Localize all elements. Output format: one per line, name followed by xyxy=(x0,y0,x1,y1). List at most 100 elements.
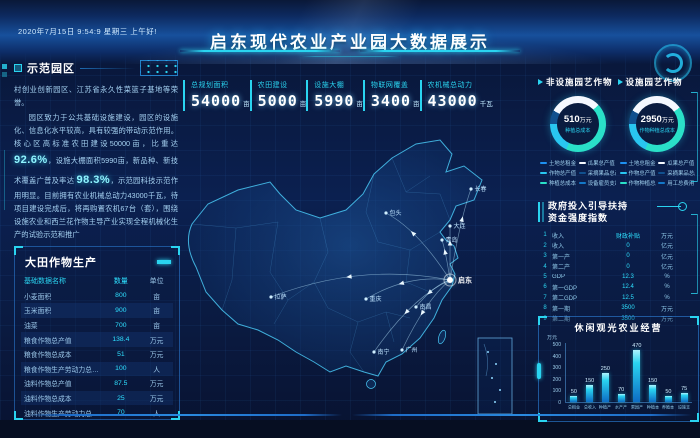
bar-rect xyxy=(649,384,657,402)
arrow-icon xyxy=(346,274,352,279)
china-map[interactable]: 长春包头大连青岛拉萨 重庆南昌南宁 广州 启东 xyxy=(178,132,530,430)
legend-swatch-icon xyxy=(658,161,666,165)
bar-rect xyxy=(617,393,625,402)
flight-arc xyxy=(385,212,451,281)
bar-value-label: 150 xyxy=(585,377,595,384)
flight-arc xyxy=(449,188,472,281)
panel-field-crops: 大田作物生产 基础数据名称 数量 单位 小麦面积 800 亩玉米面积 900 亩油菜 70… xyxy=(14,246,180,420)
bar[interactable]: 70 水产产 xyxy=(615,343,627,410)
flight-routes xyxy=(270,188,472,353)
flight-arc xyxy=(441,239,451,281)
x-tick-label: 设施支 xyxy=(677,405,691,411)
city-marker[interactable]: 重庆 xyxy=(364,295,382,303)
bar-rect xyxy=(664,396,672,402)
y-tick-label: 0 xyxy=(558,400,561,406)
bar-value-label: 70 xyxy=(618,386,625,393)
field-crops-tbody: 小麦面积 800 亩玉米面积 900 亩油菜 700 亩粮食作物总产值 138.4 万元 粮食作物… xyxy=(21,289,173,420)
city-label: 南宁 xyxy=(378,348,390,356)
table-header-row: 基础数据名称 数量 单位 xyxy=(24,278,164,286)
line-circle-decoration-icon xyxy=(657,202,691,211)
city-label: 重庆 xyxy=(370,295,382,303)
bars-container: 50 总租金 150 总收入 250 种植产 70 水产产 470 果园产 150 种植本 50 养殖本 7… xyxy=(566,343,692,411)
title-trail-line xyxy=(80,67,135,69)
bar[interactable]: 50 总租金 xyxy=(568,343,580,410)
city-marker[interactable]: 广州 xyxy=(400,346,418,354)
city-marker[interactable]: 拉萨 xyxy=(269,293,287,301)
flight-arc xyxy=(365,278,451,300)
mainland-outline xyxy=(188,139,483,389)
taiwan-island xyxy=(437,329,447,345)
edge-square-icon xyxy=(2,72,7,77)
gov-table-row: 7 第二GDP 12.5% xyxy=(543,294,670,303)
table-row: 小麦面积 800 亩 xyxy=(24,292,160,301)
legend-non-facility: 土地总租金瓜果总产值作物总产值采摘果品总产值种植总成本设备雇员支出 xyxy=(538,159,618,187)
city-dot-icon xyxy=(448,224,452,228)
legend-item: 土地总租金 xyxy=(540,159,577,167)
legend-swatch-icon xyxy=(540,181,547,185)
arrow-icon xyxy=(459,216,464,223)
bar[interactable]: 50 养殖本 xyxy=(662,343,674,410)
city-marker[interactable]: 长春 xyxy=(469,185,487,193)
legend-swatch-icon xyxy=(658,181,666,185)
gov-table: 1 收入 财政补贴 万元 2 收入 0 亿元 3 第一产 0 亿元 4 第二产 0 亿元 5 GDP 12.3% 6 第… xyxy=(538,230,697,324)
bar[interactable]: 470 果园产 xyxy=(631,343,643,410)
city-dot-icon xyxy=(269,295,273,299)
donut-facility[interactable]: 2950万元 作物种植总成本 xyxy=(629,96,686,152)
gov-panel-title: 政府投入引导扶持 资金强度指数 xyxy=(538,200,697,224)
gov-table-row: 2 收入 0 亿元 xyxy=(543,242,673,251)
table-row: 油菜 700 亩 xyxy=(24,321,160,331)
title-underline-left xyxy=(180,50,340,52)
city-marker[interactable]: 南昌 xyxy=(414,303,432,311)
city-label: 广州 xyxy=(406,346,418,354)
stat-farmland: 农田建设 5000 亩 xyxy=(249,80,306,111)
hub-marker[interactable]: 启东 xyxy=(443,273,472,287)
table-row: 粮食作物总成本 51 万元 xyxy=(24,350,164,360)
x-tick-label: 种植本 xyxy=(646,405,659,411)
bar[interactable]: 150 总收入 xyxy=(583,343,595,411)
stat-total-area: 总规划面积 54000 亩 xyxy=(183,80,250,111)
table-row: 油料作物总产值 87.5 万元 xyxy=(24,379,164,389)
header-band xyxy=(0,0,700,64)
bar-chart: 万元 0 100 200 300 400 500 50 总租金 150 总收入 250 种植产 70 水… xyxy=(545,335,694,417)
gov-table-row: 6 第一GDP 12.4% xyxy=(543,284,670,292)
y-axis-unit: 万元 xyxy=(547,335,558,341)
accent-bar-icon xyxy=(157,260,171,264)
city-dot-icon xyxy=(414,305,418,309)
scroll-tick-icon xyxy=(537,363,541,379)
field-crops-title: 大田作物生产 xyxy=(25,257,97,269)
city-marker[interactable]: 包头 xyxy=(384,209,402,217)
city-dot-icon xyxy=(469,187,473,191)
facility-title-row: 设施园艺作物 xyxy=(617,76,698,88)
legend-item: 瓜果总产值 xyxy=(578,159,616,167)
panel-demo-park: 示范园区 村创业创新园区、江苏省永久性菜篮子基地等荣誉。 园区致力于公共基础设施… xyxy=(14,60,178,242)
demo-park-title: 示范园区 xyxy=(27,63,75,75)
legend-swatch-icon xyxy=(619,161,627,165)
gov-table-row: 1 收入 财政补贴 万元 xyxy=(543,232,673,240)
hub-label: 启东 xyxy=(458,276,472,285)
x-tick-label: 水产产 xyxy=(614,405,628,411)
page-title: 启东现代农业产业园大数据展示 xyxy=(210,33,490,52)
city-dot-icon xyxy=(440,238,444,242)
city-marker[interactable]: 青岛 xyxy=(440,236,458,244)
flight-arc xyxy=(373,279,451,353)
bar[interactable]: 75 设施支 xyxy=(678,343,690,410)
table-row: 油料作物总成本 25 万元 xyxy=(21,390,173,406)
legend-swatch-icon xyxy=(619,171,627,175)
highlight-pct2: 98.3% xyxy=(76,173,111,186)
bar-value-label: 75 xyxy=(681,386,688,393)
gauge-icon xyxy=(654,44,692,82)
bar-value-label: 50 xyxy=(665,389,672,396)
y-axis: 0 100 200 300 400 500 xyxy=(545,342,563,406)
city-marker[interactable]: 南宁 xyxy=(372,348,390,356)
square-bullet-icon xyxy=(14,64,22,72)
bar[interactable]: 150 种植本 xyxy=(646,343,658,411)
y-tick-label: 100 xyxy=(552,388,561,395)
bar[interactable]: 250 种植产 xyxy=(599,343,611,410)
donut-non-facility[interactable]: 510万元 种植总成本 xyxy=(549,96,606,152)
bar-rect xyxy=(633,350,641,402)
bar-value-label: 470 xyxy=(632,343,642,349)
legend-swatch-icon xyxy=(578,161,586,165)
city-marker[interactable]: 大连 xyxy=(448,222,466,230)
